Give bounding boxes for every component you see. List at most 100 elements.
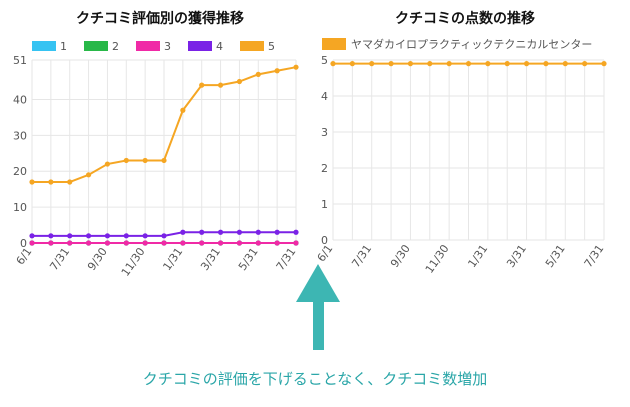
data-point — [161, 233, 167, 239]
x-axis: 6/1 7/31 9/30 11/30 1/31 3/31 5/31 7/31 — [14, 245, 299, 278]
data-point — [67, 233, 73, 239]
data-point — [29, 233, 35, 239]
y-tick-label: 0 — [321, 234, 328, 247]
legend: ヤマダカイロプラクティックテクニカルセンター — [322, 37, 592, 51]
legend-label: 4 — [216, 40, 223, 53]
legend-label: 3 — [164, 40, 171, 53]
up-arrow-icon — [296, 264, 340, 350]
legend: 1 2 3 4 5 — [32, 40, 275, 53]
data-point — [123, 240, 129, 246]
grid — [31, 59, 297, 244]
data-point — [236, 240, 243, 246]
data-point — [543, 61, 549, 67]
data-point — [48, 179, 54, 185]
legend-label: 2 — [112, 40, 119, 53]
data-point — [523, 61, 530, 67]
x-tick-label: 11/30 — [119, 245, 148, 278]
y-axis: 0 1 2 3 4 5 — [321, 54, 328, 247]
data-point — [485, 61, 491, 67]
series-group — [330, 61, 607, 67]
y-tick-label: 4 — [321, 90, 328, 103]
data-point — [48, 233, 54, 239]
data-point — [274, 229, 280, 235]
x-tick-label: 7/31 — [274, 245, 299, 273]
legend-label: ヤマダカイロプラクティックテクニカルセンター — [351, 37, 592, 51]
data-point — [161, 157, 167, 164]
y-tick-label: 5 — [321, 54, 328, 67]
data-point — [48, 240, 54, 246]
y-tick-label: 1 — [321, 198, 328, 211]
data-point — [85, 233, 92, 239]
data-point — [217, 229, 224, 235]
legend-swatch — [188, 41, 212, 51]
y-tick-label: 0 — [20, 237, 27, 250]
data-point — [562, 61, 568, 67]
legend-swatch — [32, 41, 56, 51]
x-tick-label: 5/31 — [236, 245, 261, 273]
data-point — [180, 240, 186, 246]
data-point — [465, 61, 472, 67]
legend-swatch — [322, 38, 346, 50]
y-axis: 0 10 20 30 40 51 — [13, 54, 27, 250]
data-point — [180, 229, 186, 235]
data-point — [601, 61, 607, 67]
data-point — [85, 240, 92, 246]
data-point — [504, 61, 510, 67]
data-point — [293, 240, 299, 246]
data-point — [123, 233, 129, 239]
data-point — [199, 240, 205, 246]
x-tick-label: 3/31 — [198, 245, 223, 273]
x-tick-label: 6/1 — [315, 242, 336, 264]
data-point — [293, 64, 299, 70]
data-point — [142, 240, 148, 246]
y-tick-label: 51 — [13, 54, 27, 67]
data-point — [161, 240, 167, 246]
y-tick-label: 40 — [13, 93, 27, 106]
data-point — [199, 229, 205, 235]
data-point — [349, 61, 355, 67]
data-point — [123, 157, 129, 164]
data-point — [67, 240, 73, 246]
data-point — [217, 82, 224, 88]
data-point — [217, 240, 224, 246]
x-tick-label: 7/31 — [349, 242, 374, 270]
x-tick-label: 1/31 — [465, 242, 490, 270]
data-point — [274, 240, 280, 246]
data-point — [427, 61, 433, 67]
data-point — [446, 61, 452, 67]
data-point — [29, 240, 35, 246]
data-point — [104, 161, 111, 167]
legend-label: 5 — [268, 40, 275, 53]
x-tick-label: 11/30 — [423, 242, 452, 275]
y-tick-label: 30 — [13, 129, 27, 142]
chart-score-trend: クチコミの点数の推移 ヤマダカイロプラクティックテクニカルセンター 0 1 2 3 4 5… — [315, 10, 607, 276]
data-point — [582, 61, 588, 67]
data-point — [274, 68, 280, 74]
data-point — [255, 229, 261, 235]
data-point — [142, 157, 148, 164]
x-tick-label: 5/31 — [543, 242, 568, 270]
data-point — [388, 61, 394, 67]
data-point — [255, 71, 261, 77]
data-point — [407, 61, 414, 67]
x-tick-label: 9/30 — [388, 242, 413, 270]
legend-swatch — [240, 41, 264, 51]
x-tick-label: 7/31 — [47, 245, 72, 273]
x-tick-label: 1/31 — [160, 245, 185, 273]
x-tick-label: 9/30 — [85, 245, 110, 273]
grid — [332, 59, 605, 241]
y-tick-label: 20 — [13, 165, 27, 178]
x-tick-label: 7/31 — [582, 242, 607, 270]
data-point — [236, 78, 243, 85]
chart-rating-breakdown: クチコミ評価別の獲得推移 1 2 3 4 5 0 10 20 30 40 51 6/1 7/31 9/… — [13, 10, 299, 279]
data-point — [104, 240, 111, 246]
data-point — [85, 172, 92, 178]
data-point — [67, 179, 73, 185]
data-point — [369, 61, 375, 67]
data-point — [236, 229, 243, 235]
chart-title: クチコミ評価別の獲得推移 — [76, 10, 244, 27]
y-tick-label: 2 — [321, 162, 328, 175]
y-tick-label: 3 — [321, 126, 328, 139]
data-point — [29, 179, 35, 185]
